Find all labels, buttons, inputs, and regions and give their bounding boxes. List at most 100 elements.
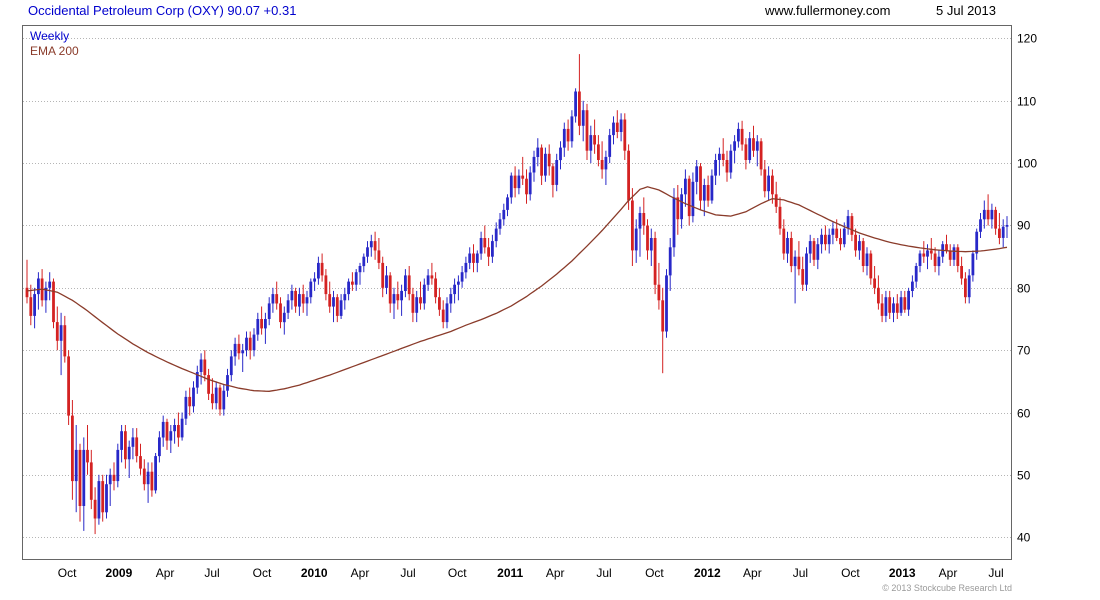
candle [627,144,630,210]
candle [347,278,350,301]
candle [385,266,388,295]
candle [502,203,506,226]
candle [146,462,150,503]
candle [695,160,699,195]
candle [525,169,528,204]
candle [699,163,702,210]
candle [668,238,672,291]
x-axis-label: 2009 [106,566,133,580]
candle [759,138,763,176]
candle [998,213,1001,245]
x-axis: Oct 2009 Apr Jul Oct 2010 Apr Jul Oct 2011 Apr Jul O… [58,566,1004,580]
candle [445,297,449,329]
candle [422,278,426,310]
candle [245,331,248,357]
candle [657,262,661,310]
candle [335,294,339,323]
candle [195,365,199,394]
candle [207,368,210,400]
candle [687,175,691,226]
candle [59,312,63,376]
x-axis-label: Oct [58,566,77,580]
candle [161,415,165,447]
candle [260,306,263,335]
candle [744,138,748,170]
candle [93,487,97,535]
candle [332,290,335,323]
candle [528,166,532,201]
y-axis-label: 80 [1017,282,1031,296]
candle [948,244,952,266]
candle [101,474,105,522]
candle [248,331,252,360]
x-axis-label: Oct [645,566,664,580]
candle [71,400,74,500]
x-axis-label: Jul [988,566,1003,580]
y-axis-label: 110 [1017,95,1036,109]
candle [615,110,619,139]
candle [888,290,892,319]
x-axis-label: 2011 [497,566,523,580]
candle [555,153,559,192]
candle [279,297,282,329]
candle [396,281,400,310]
candle [903,290,907,313]
candle [404,269,407,298]
candle [892,297,895,323]
candle [737,122,740,148]
candle [578,54,581,136]
y-axis-label: 70 [1017,344,1031,358]
candle [313,272,316,291]
candle [506,194,509,217]
candle [839,228,842,251]
candle [264,312,267,344]
x-axis-label: Apr [939,566,958,580]
candle [714,153,717,185]
candle [116,443,120,488]
candle [536,138,540,167]
candle [774,181,778,213]
candle [562,122,566,157]
date-text: 5 Jul 2013 [936,3,996,18]
candle [778,197,782,235]
candle [472,244,475,273]
candle [86,425,89,475]
candle [521,156,525,185]
candle [513,166,517,198]
candle [366,241,369,263]
candle [661,287,665,374]
candle [865,247,869,276]
candle [979,213,982,238]
candle [880,294,884,323]
candle [820,228,823,254]
candle [547,144,551,176]
candle [680,188,683,229]
x-axis-label: Jul [204,566,219,580]
candle [199,353,203,385]
candle [63,315,67,363]
candle [131,428,135,460]
candle [581,100,585,142]
candle [44,281,48,313]
candle [97,474,101,525]
candle [112,462,116,491]
candle [676,185,680,235]
candle [142,459,146,491]
candle [203,350,207,382]
candle [135,428,139,463]
y-axis-label: 120 [1017,32,1037,46]
candle [25,259,29,304]
candle [544,147,547,182]
candle [320,253,324,282]
candle [373,231,377,260]
candle [52,278,55,329]
candle [173,418,176,444]
y-axis-label: 100 [1017,157,1037,171]
candle [108,468,112,506]
candle [475,250,479,273]
candle [873,266,876,295]
candle [517,169,521,195]
candle [388,272,392,313]
candle [188,387,192,416]
candle [672,188,676,257]
